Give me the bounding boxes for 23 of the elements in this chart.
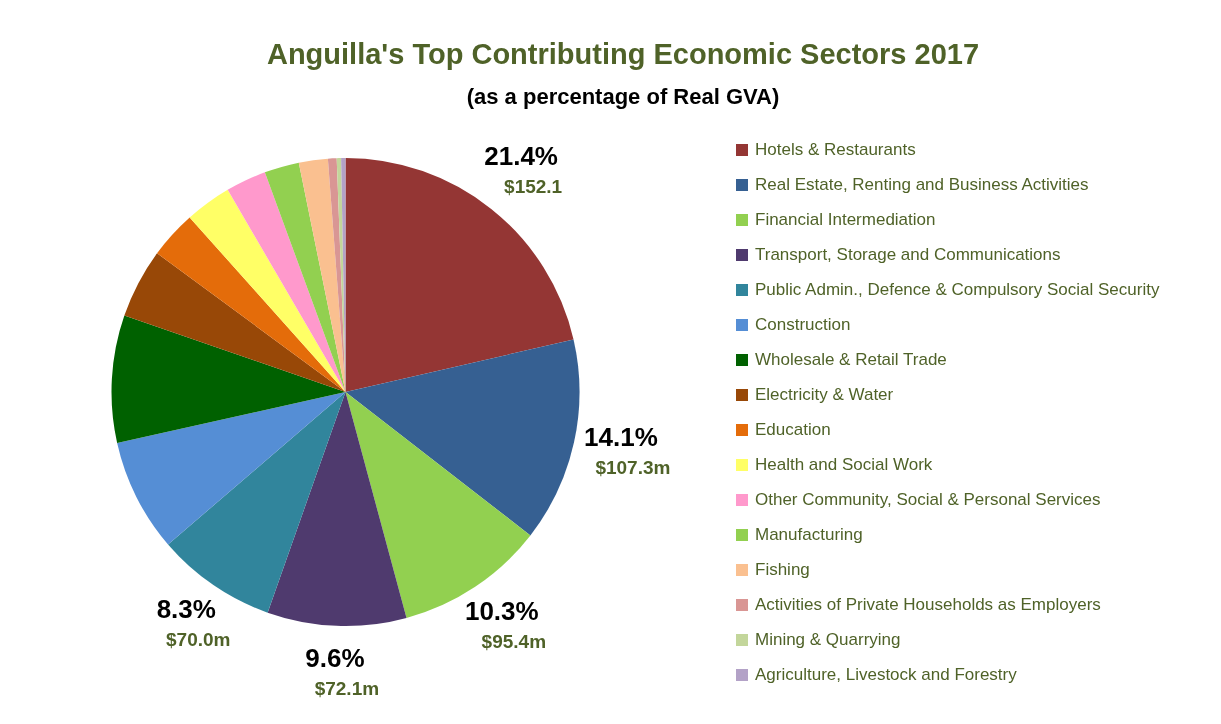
legend-label: Mining & Quarrying	[755, 629, 901, 650]
legend-label: Activities of Private Households as Employers	[755, 594, 1101, 615]
legend-label: Financial Intermediation	[755, 209, 936, 230]
legend-label: Education	[755, 419, 831, 440]
legend-label: Transport, Storage and Communications	[755, 244, 1061, 265]
data-label: 14.1% $107.3m	[584, 421, 671, 478]
legend-label: Wholesale & Retail Trade	[755, 349, 947, 370]
legend-label: Public Admin., Defence & Compulsory Social Security	[755, 279, 1160, 300]
legend-label: Other Community, Social & Personal Services	[755, 489, 1101, 510]
legend-label: Fishing	[755, 559, 810, 580]
legend-label: Manufacturing	[755, 524, 863, 545]
legend-label: Agriculture, Livestock and Forestry	[755, 664, 1017, 685]
data-label: 21.4% $152.1	[484, 140, 563, 197]
chart-subtitle: (as a percentage of Real GVA)	[465, 84, 781, 110]
legend-label: Electricity & Water	[755, 384, 894, 405]
legend-label: Health and Social Work	[755, 454, 933, 475]
legend-label: Hotels & Restaurants	[755, 139, 916, 160]
legend-label: Real Estate, Renting and Business Activities	[755, 174, 1089, 195]
data-label: 9.6% $72.1m	[305, 642, 380, 700]
data-label: 10.3% $95.4m	[464, 595, 547, 652]
data-label: 8.3% $70.0m	[156, 593, 231, 650]
legend-label: Construction	[755, 314, 851, 335]
chart-title: Anguilla's Top Contributing Economic Sectors 2017	[265, 38, 981, 71]
